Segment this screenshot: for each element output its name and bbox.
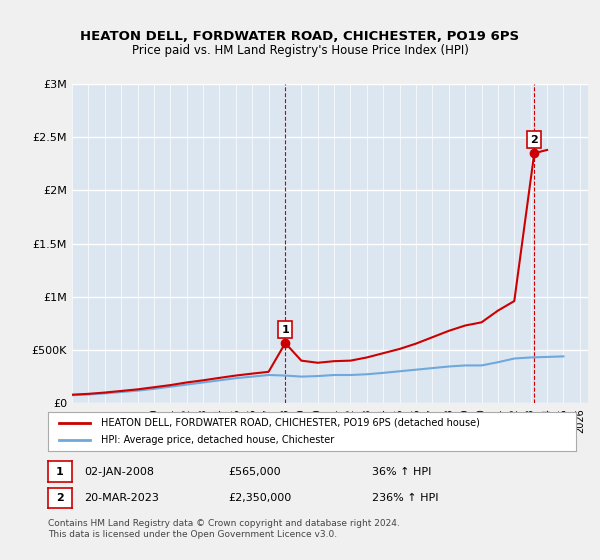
Text: 1: 1	[56, 466, 64, 477]
Text: 20-MAR-2023: 20-MAR-2023	[84, 493, 159, 503]
Text: 236% ↑ HPI: 236% ↑ HPI	[372, 493, 439, 503]
Text: £565,000: £565,000	[228, 466, 281, 477]
Text: HPI: Average price, detached house, Chichester: HPI: Average price, detached house, Chic…	[101, 435, 334, 445]
Text: 2: 2	[530, 134, 538, 144]
Text: 02-JAN-2008: 02-JAN-2008	[84, 466, 154, 477]
Text: Contains HM Land Registry data © Crown copyright and database right 2024.
This d: Contains HM Land Registry data © Crown c…	[48, 520, 400, 539]
Text: £2,350,000: £2,350,000	[228, 493, 291, 503]
Text: Price paid vs. HM Land Registry's House Price Index (HPI): Price paid vs. HM Land Registry's House …	[131, 44, 469, 57]
Text: 36% ↑ HPI: 36% ↑ HPI	[372, 466, 431, 477]
Text: 1: 1	[281, 325, 289, 334]
Text: HEATON DELL, FORDWATER ROAD, CHICHESTER, PO19 6PS (detached house): HEATON DELL, FORDWATER ROAD, CHICHESTER,…	[101, 418, 479, 428]
Text: HEATON DELL, FORDWATER ROAD, CHICHESTER, PO19 6PS: HEATON DELL, FORDWATER ROAD, CHICHESTER,…	[80, 30, 520, 43]
Text: 2: 2	[56, 493, 64, 503]
